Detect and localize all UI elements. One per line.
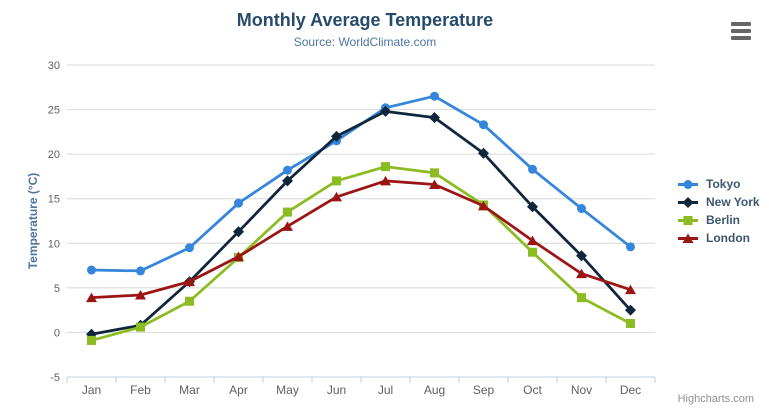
legend-marker-circle-icon xyxy=(678,179,698,189)
series-tokyo xyxy=(87,91,635,276)
marker-london[interactable] xyxy=(576,268,587,279)
marker-new-york[interactable] xyxy=(576,250,587,262)
marker-berlin[interactable] xyxy=(136,322,145,332)
marker-tokyo[interactable] xyxy=(626,242,635,252)
y-axis-tick-label: 15 xyxy=(48,194,60,206)
marker-london[interactable] xyxy=(527,235,538,246)
legend-item-new-york[interactable]: New York xyxy=(676,193,760,211)
marker-tokyo[interactable] xyxy=(185,243,194,253)
legend-marker-triangle-icon xyxy=(678,233,698,243)
legend-label: Tokyo xyxy=(706,177,741,191)
x-axis-label: Apr xyxy=(229,383,248,397)
legend-marker-shape xyxy=(683,215,693,225)
marker-berlin[interactable] xyxy=(577,293,586,303)
marker-london[interactable] xyxy=(429,179,440,189)
y-axis-tick-label: -5 xyxy=(50,372,60,384)
legend-item-berlin[interactable]: Berlin xyxy=(676,211,760,229)
marker-berlin[interactable] xyxy=(626,319,635,329)
legend-label: London xyxy=(706,231,750,245)
legend-label: Berlin xyxy=(706,213,741,227)
marker-new-york[interactable] xyxy=(625,304,636,316)
marker-london[interactable] xyxy=(625,284,636,295)
y-axis-tick-label: 25 xyxy=(48,105,60,117)
x-axis-label: Mar xyxy=(179,383,200,397)
y-axis-tick-label: 10 xyxy=(48,238,60,250)
x-axis-label: Jul xyxy=(378,383,393,397)
legend-marker-shape xyxy=(682,196,694,208)
credits-link[interactable]: Highcharts.com xyxy=(677,393,754,405)
legend-marker-square-icon xyxy=(678,215,698,225)
marker-tokyo[interactable] xyxy=(577,204,586,214)
marker-london[interactable] xyxy=(233,251,244,262)
marker-berlin[interactable] xyxy=(185,296,194,306)
x-axis-label: May xyxy=(276,383,299,397)
marker-london[interactable] xyxy=(478,200,489,211)
x-axis-label: Aug xyxy=(424,383,445,397)
y-axis-tick-label: 5 xyxy=(54,283,60,295)
marker-tokyo[interactable] xyxy=(283,165,292,175)
marker-london[interactable] xyxy=(282,221,293,231)
series-london xyxy=(86,175,636,303)
legend-item-tokyo[interactable]: Tokyo xyxy=(676,175,760,193)
marker-new-york[interactable] xyxy=(429,112,440,124)
marker-london[interactable] xyxy=(135,289,146,300)
marker-tokyo[interactable] xyxy=(528,164,537,174)
x-axis-label: Jun xyxy=(327,383,346,397)
marker-berlin[interactable] xyxy=(430,168,439,178)
marker-new-york[interactable] xyxy=(478,147,489,159)
marker-berlin[interactable] xyxy=(381,162,390,172)
context-menu-button[interactable] xyxy=(725,16,757,44)
marker-berlin[interactable] xyxy=(283,207,292,217)
marker-tokyo[interactable] xyxy=(87,265,96,275)
legend-marker-shape xyxy=(682,233,694,243)
y-axis-tick-label: 30 xyxy=(48,60,60,72)
chart-title: Monthly Average Temperature xyxy=(236,10,494,30)
marker-berlin[interactable] xyxy=(87,335,96,345)
marker-tokyo[interactable] xyxy=(234,198,243,208)
x-axis-label: Dec xyxy=(620,383,641,397)
legend-marker-diamond-icon xyxy=(678,196,698,208)
x-axis-label: Nov xyxy=(571,383,592,397)
marker-berlin[interactable] xyxy=(528,247,537,257)
x-axis-label: Jan xyxy=(82,383,101,397)
marker-tokyo[interactable] xyxy=(430,91,439,101)
y-axis-title: Temperature (°C) xyxy=(26,173,40,270)
x-axis-label: Oct xyxy=(523,383,542,397)
series-line-new-york[interactable] xyxy=(90,109,632,336)
legend-label: New York xyxy=(706,195,760,209)
y-axis-tick-label: 0 xyxy=(54,327,60,339)
series-line-berlin[interactable] xyxy=(90,165,632,342)
x-axis-label: Sep xyxy=(473,383,495,397)
legend-item-london[interactable]: London xyxy=(676,229,760,247)
series-new-york xyxy=(86,105,636,340)
marker-london[interactable] xyxy=(86,292,97,303)
marker-tokyo[interactable] xyxy=(136,266,145,276)
x-axis-label: Feb xyxy=(130,383,151,397)
legend: Tokyo New York Berlin London xyxy=(676,175,760,247)
marker-new-york[interactable] xyxy=(380,105,391,117)
y-axis-tick-label: 20 xyxy=(48,149,60,161)
marker-london[interactable] xyxy=(380,175,391,186)
marker-new-york[interactable] xyxy=(233,226,244,238)
legend-marker-shape xyxy=(683,179,693,189)
marker-berlin[interactable] xyxy=(332,176,341,186)
marker-new-york[interactable] xyxy=(331,130,342,142)
marker-tokyo[interactable] xyxy=(479,120,488,130)
marker-london[interactable] xyxy=(331,191,342,202)
marker-london[interactable] xyxy=(184,276,195,287)
marker-new-york[interactable] xyxy=(527,201,538,213)
series-line-london[interactable] xyxy=(90,179,632,300)
chart-subtitle: Source: WorldClimate.com xyxy=(293,35,437,49)
marker-new-york[interactable] xyxy=(282,175,293,187)
